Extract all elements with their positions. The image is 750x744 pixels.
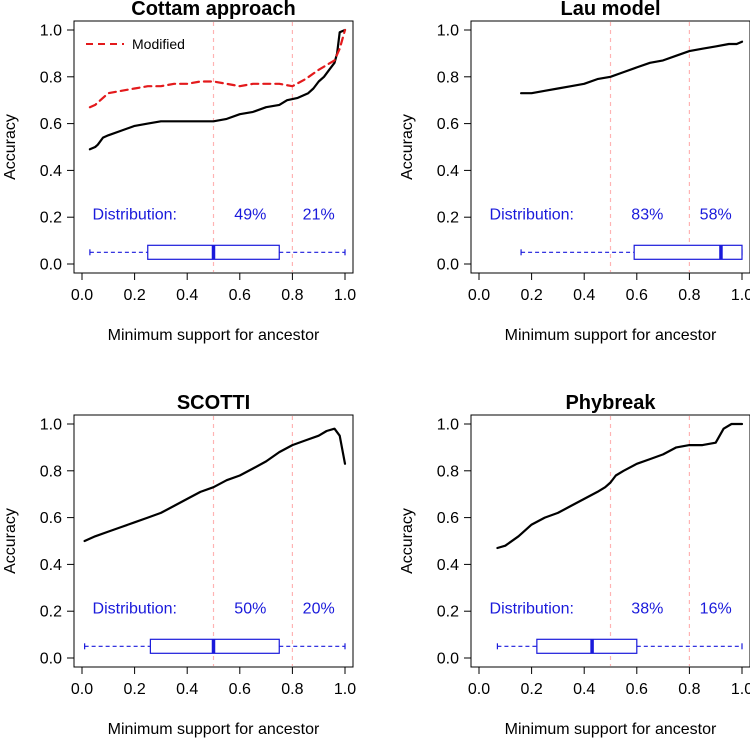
x-tick-label: 0.4 — [573, 681, 595, 698]
y-axis-label: Accuracy — [399, 508, 416, 574]
distribution-label: Distribution: — [93, 207, 177, 224]
y-tick-label: 0.0 — [437, 651, 459, 668]
series-line-accuracy — [83, 427, 347, 543]
chart-panel: 0.0 0.2 0.4 0.6 0.8 1.0 0.0 0.2 0.4 0.6 0.8 1.0 SCOT… — [2, 392, 356, 738]
plot-frame — [73, 20, 354, 274]
distribution-pct-0-5: 38% — [631, 601, 663, 618]
plot-frame — [470, 20, 750, 274]
y-tick-label: 0.4 — [40, 163, 62, 180]
distribution-label: Distribution: — [93, 601, 177, 618]
series-line-modified — [88, 28, 347, 109]
y-tick-label: 0.8 — [40, 69, 62, 86]
distribution-pct-0-8: 21% — [303, 207, 335, 224]
chart-panel: 0.0 0.2 0.4 0.6 0.8 1.0 0.0 0.2 0.4 0.6 0.8 1.0 Cott… — [2, 0, 356, 344]
chart-title: Lau model — [560, 0, 660, 20]
x-tick-label: 0.2 — [520, 681, 542, 698]
x-tick-label: 0.6 — [229, 287, 251, 304]
x-tick-label: 0.6 — [626, 681, 648, 698]
y-tick-label: 1.0 — [437, 417, 459, 434]
distribution-pct-0-5: 49% — [234, 207, 266, 224]
x-tick-label: 0.6 — [229, 681, 251, 698]
distribution-pct-0-8: 58% — [700, 207, 732, 224]
distribution-pct-0-8: 16% — [700, 601, 732, 618]
x-tick-label: 1.0 — [731, 287, 750, 304]
distribution-label: Distribution: — [490, 207, 574, 224]
chart-title: SCOTTI — [177, 392, 250, 414]
boxplot-box — [633, 244, 743, 260]
legend-label: Modified — [132, 36, 185, 52]
distribution-label: Distribution: — [490, 601, 574, 618]
y-tick-label: 0.8 — [437, 69, 459, 86]
x-tick-label: 0.6 — [626, 287, 648, 304]
y-tick-label: 0.0 — [40, 257, 62, 274]
x-tick-label: 0.8 — [678, 287, 700, 304]
x-tick-label: 0.4 — [176, 287, 198, 304]
x-tick-label: 0.0 — [468, 681, 490, 698]
y-tick-label: 0.2 — [437, 210, 459, 227]
x-axis-label: Minimum support for ancestor — [505, 327, 717, 344]
x-tick-label: 1.0 — [334, 681, 356, 698]
x-tick-label: 0.2 — [123, 681, 145, 698]
series-line-accuracy — [519, 40, 744, 95]
chart-panel: 0.0 0.2 0.4 0.6 0.8 1.0 0.0 0.2 0.4 0.6 0.8 1.0 Phyb… — [399, 392, 750, 738]
y-tick-label: 0.2 — [437, 604, 459, 621]
y-tick-label: 0.4 — [437, 163, 459, 180]
x-tick-label: 1.0 — [334, 287, 356, 304]
y-tick-label: 1.0 — [40, 23, 62, 40]
chart-title: Cottam approach — [131, 0, 295, 20]
plot-frame — [73, 414, 354, 668]
y-tick-label: 0.0 — [437, 257, 459, 274]
y-tick-label: 0.6 — [40, 116, 62, 133]
x-axis-label: Minimum support for ancestor — [108, 327, 320, 344]
distribution-pct-0-8: 20% — [303, 601, 335, 618]
x-axis-label: Minimum support for ancestor — [505, 721, 717, 738]
y-tick-label: 0.8 — [437, 463, 459, 480]
y-tick-label: 0.4 — [437, 557, 459, 574]
x-tick-label: 1.0 — [731, 681, 750, 698]
x-tick-label: 0.0 — [71, 681, 93, 698]
x-tick-label: 0.0 — [71, 287, 93, 304]
y-tick-label: 0.6 — [40, 510, 62, 527]
plot-frame — [470, 414, 750, 668]
y-axis-label: Accuracy — [2, 114, 19, 180]
distribution-pct-0-5: 83% — [631, 207, 663, 224]
distribution-pct-0-5: 50% — [234, 601, 266, 618]
series-line-accuracy — [88, 28, 347, 151]
x-tick-label: 0.2 — [123, 287, 145, 304]
x-axis-label: Minimum support for ancestor — [108, 721, 320, 738]
x-tick-label: 0.2 — [520, 287, 542, 304]
y-tick-label: 0.0 — [40, 651, 62, 668]
y-axis-label: Accuracy — [399, 114, 416, 180]
y-tick-label: 1.0 — [40, 417, 62, 434]
y-tick-label: 0.4 — [40, 557, 62, 574]
y-tick-label: 0.2 — [40, 604, 62, 621]
y-tick-label: 1.0 — [437, 23, 459, 40]
y-axis-label: Accuracy — [2, 508, 19, 574]
chart-panel: 0.0 0.2 0.4 0.6 0.8 1.0 0.0 0.2 0.4 0.6 0.8 1.0 Lau … — [399, 0, 750, 344]
boxplot-box — [536, 638, 638, 654]
y-tick-label: 0.2 — [40, 210, 62, 227]
x-tick-label: 0.8 — [678, 681, 700, 698]
x-tick-label: 0.8 — [281, 681, 303, 698]
x-tick-label: 0.0 — [468, 287, 490, 304]
x-tick-label: 0.4 — [573, 287, 595, 304]
y-tick-label: 0.6 — [437, 116, 459, 133]
y-tick-label: 0.8 — [40, 463, 62, 480]
series-line-accuracy — [496, 422, 744, 550]
x-tick-label: 0.8 — [281, 287, 303, 304]
x-tick-label: 0.4 — [176, 681, 198, 698]
y-tick-label: 0.6 — [437, 510, 459, 527]
chart-title: Phybreak — [565, 392, 656, 414]
